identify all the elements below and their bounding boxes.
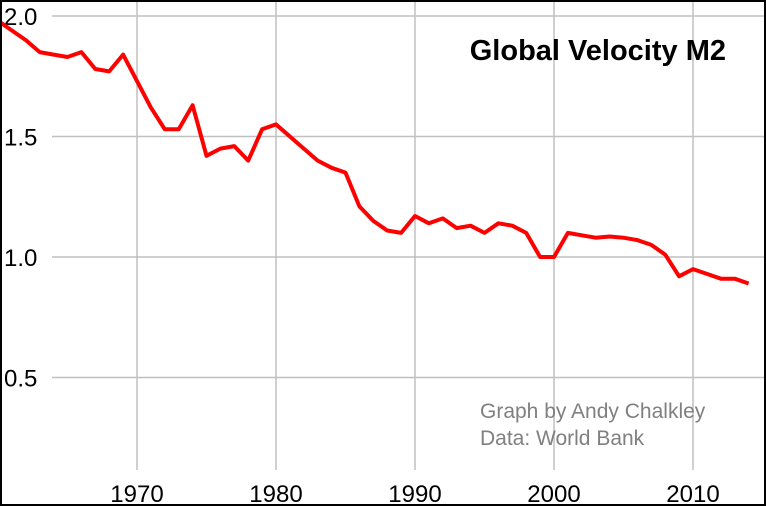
credit-author: Graph by Andy Chalkley: [480, 400, 706, 423]
y-tick-label: 0.5: [4, 366, 37, 393]
y-tick-label: 1.5: [4, 125, 37, 152]
series-line: [0, 19, 750, 286]
x-ticks: 1970 1980 1990 2000 2010: [110, 481, 719, 506]
x-tick-label: 1990: [388, 481, 441, 506]
y-ticks: 0.51.01.52.0: [4, 4, 37, 393]
grid: [52, 0, 766, 470]
x-tick-label: 1980: [249, 481, 302, 506]
x-tick-label: 2010: [666, 481, 719, 506]
x-tick-label: 1970: [110, 481, 163, 506]
x-tick-label: 2000: [527, 481, 580, 506]
chart-title: Global Velocity M2: [470, 35, 726, 67]
credit-source: Data: World Bank: [480, 427, 645, 450]
y-tick-label: 1.0: [4, 245, 37, 272]
